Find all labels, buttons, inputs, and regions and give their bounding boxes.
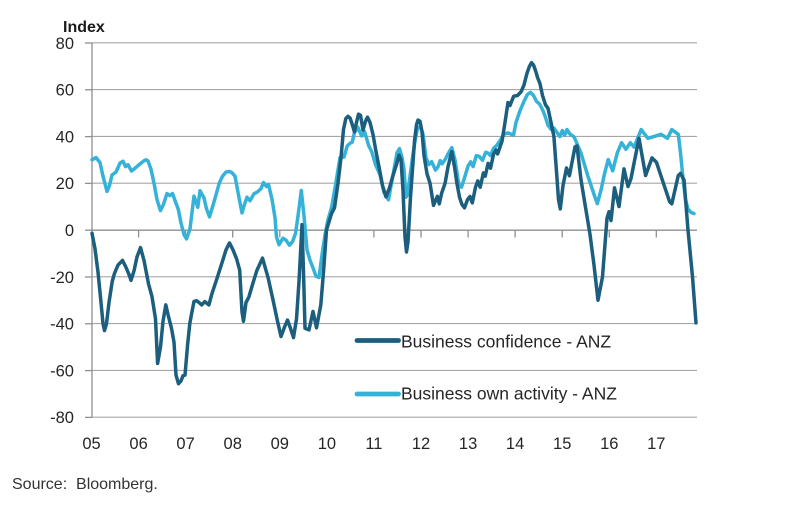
svg-text:06: 06 [129,435,147,453]
svg-text:80: 80 [56,35,74,53]
svg-text:14: 14 [506,435,524,453]
svg-text:11: 11 [365,435,382,453]
svg-text:-60: -60 [50,362,74,380]
svg-text:0: 0 [65,222,74,240]
svg-text:Index: Index [63,19,105,36]
svg-text:20: 20 [56,175,74,193]
svg-text:60: 60 [56,82,74,100]
svg-text:-80: -80 [50,409,74,427]
svg-text:08: 08 [224,435,242,453]
svg-text:Business confidence - ANZ: Business confidence - ANZ [401,332,611,352]
svg-text:15: 15 [553,435,571,453]
svg-text:12: 12 [412,435,430,453]
svg-text:09: 09 [271,435,289,453]
svg-text:-40: -40 [50,316,74,334]
svg-text:16: 16 [600,435,618,453]
svg-text:40: 40 [56,128,74,146]
svg-text:Source: Bloomberg.: Source: Bloomberg. [12,476,158,493]
svg-text:05: 05 [82,435,100,453]
svg-text:10: 10 [318,435,336,453]
svg-text:Business own activity - ANZ: Business own activity - ANZ [401,384,617,404]
svg-text:13: 13 [459,435,477,453]
svg-text:17: 17 [647,435,665,453]
svg-text:-20: -20 [50,269,74,287]
svg-text:07: 07 [176,435,194,453]
